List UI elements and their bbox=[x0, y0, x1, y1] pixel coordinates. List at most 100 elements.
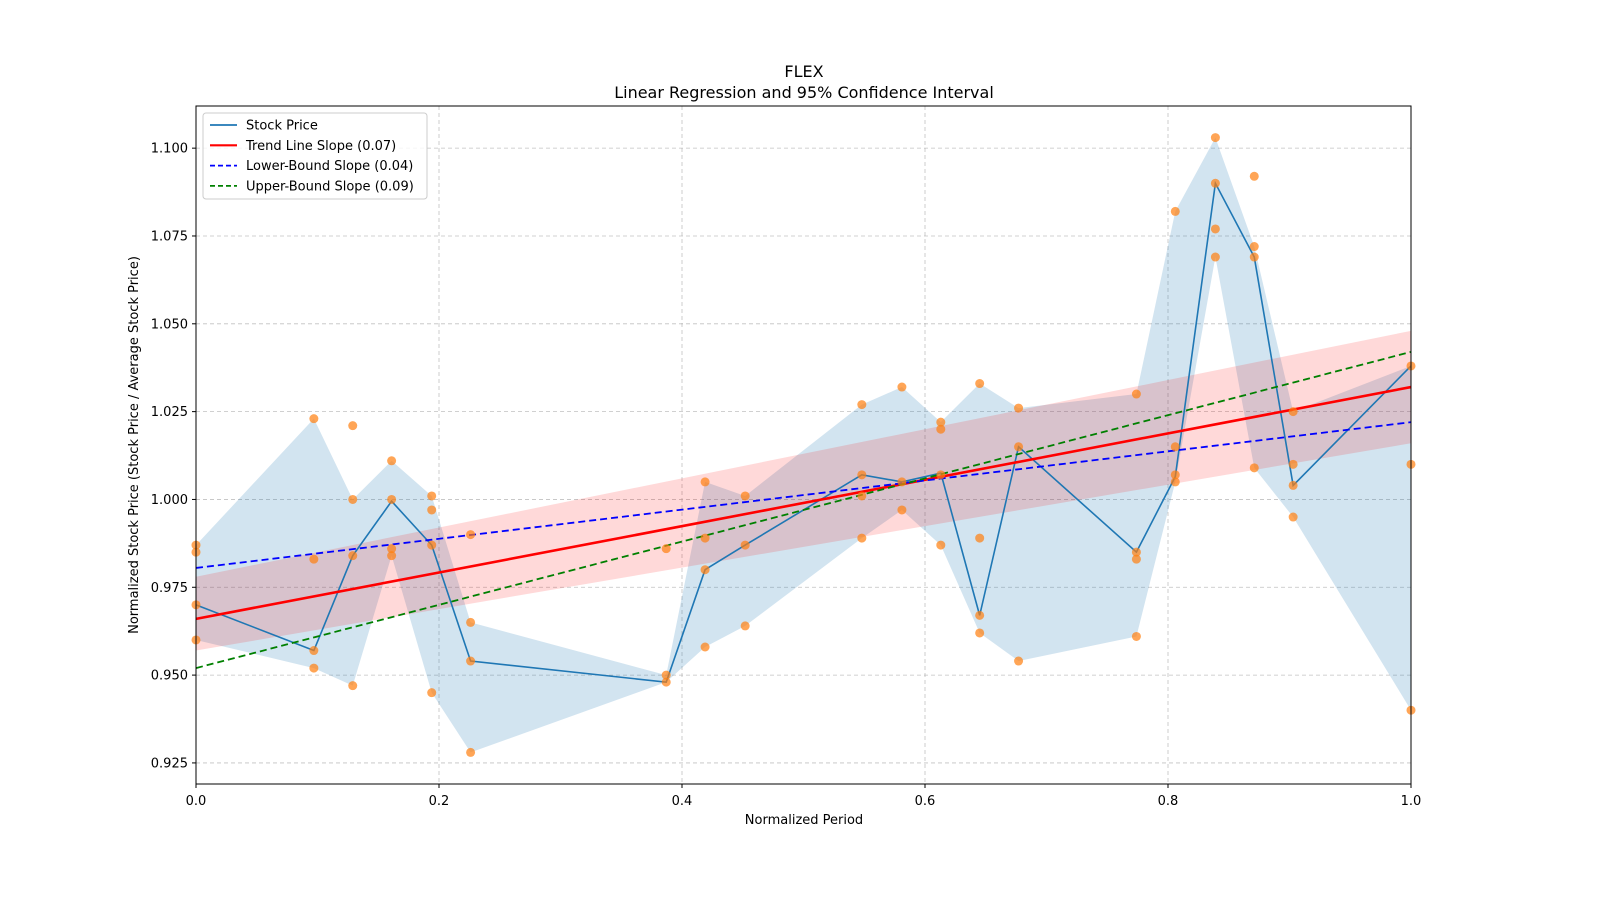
x-axis: 0.0 0.2 0.4 0.6 0.8 1.0 bbox=[186, 784, 1422, 809]
x-axis-label: Normalized Period bbox=[745, 813, 863, 828]
scatter-point bbox=[309, 554, 319, 564]
y-tick-label: 1.000 bbox=[151, 493, 188, 508]
scatter-point bbox=[1014, 656, 1024, 666]
y-tick-label: 0.950 bbox=[151, 669, 188, 684]
x-tick-label: 0.8 bbox=[1158, 794, 1179, 809]
legend-box bbox=[202, 112, 428, 200]
legend: Stock Price Trend Line Slope (0.07) Lower-… bbox=[202, 112, 428, 200]
scatter-point bbox=[1170, 206, 1180, 216]
scatter-point bbox=[897, 382, 907, 392]
scatter-point bbox=[936, 424, 946, 434]
scatter-point bbox=[427, 491, 437, 501]
scatter-point bbox=[466, 617, 476, 627]
scatter-point bbox=[857, 400, 867, 410]
chart-subtitle: Linear Regression and 95% Confidence Int… bbox=[614, 83, 994, 102]
trend-line bbox=[195, 385, 1412, 621]
scatter-points bbox=[191, 133, 1416, 757]
scatter-point bbox=[1014, 403, 1024, 413]
scatter-point bbox=[661, 670, 671, 680]
scatter-point bbox=[975, 610, 985, 620]
x-tick-label: 0.0 bbox=[186, 794, 207, 809]
scatter-point bbox=[897, 505, 907, 515]
scatter-point bbox=[857, 491, 867, 501]
confidence-bands bbox=[196, 137, 1411, 753]
scatter-point bbox=[975, 379, 985, 389]
scatter-point bbox=[309, 414, 319, 424]
scatter-point bbox=[427, 505, 437, 515]
scatter-point bbox=[857, 470, 867, 480]
scatter-point bbox=[1170, 470, 1180, 480]
scatter-point bbox=[387, 544, 397, 554]
scatter-point bbox=[1131, 389, 1141, 399]
scatter-point bbox=[1288, 512, 1298, 522]
scatter-point bbox=[309, 646, 319, 656]
scatter-point bbox=[1249, 252, 1259, 262]
y-axis-label: Normalized Stock Price (Stock Price / Av… bbox=[127, 256, 142, 634]
scatter-point bbox=[700, 642, 710, 652]
y-tick-label: 1.025 bbox=[151, 405, 188, 420]
scatter-point bbox=[936, 417, 946, 427]
scatter-point bbox=[857, 533, 867, 543]
scatter-point bbox=[661, 677, 671, 687]
chart-title: FLEX bbox=[784, 62, 823, 81]
scatter-point bbox=[1249, 171, 1259, 181]
legend-label: Stock Price bbox=[246, 119, 318, 134]
y-tick-label: 0.925 bbox=[151, 756, 188, 771]
legend-label: Upper-Bound Slope (0.09) bbox=[246, 179, 414, 194]
lower-bound-line bbox=[195, 421, 1412, 569]
scatter-point bbox=[1288, 480, 1298, 490]
y-tick-label: 0.975 bbox=[151, 581, 188, 596]
legend-label: Trend Line Slope (0.07) bbox=[245, 139, 396, 154]
scatter-point bbox=[1210, 252, 1220, 262]
scatter-point bbox=[1288, 459, 1298, 469]
scatter-point bbox=[1170, 477, 1180, 487]
y-tick-label: 1.100 bbox=[151, 142, 188, 157]
scatter-point bbox=[348, 421, 358, 431]
scatter-point bbox=[740, 540, 750, 550]
scatter-point bbox=[1210, 224, 1220, 234]
scatter-point bbox=[975, 533, 985, 543]
plot-frame bbox=[195, 105, 1412, 785]
y-axis: 0.925 0.950 0.975 1.000 1.025 1.050 1.075 1.100 bbox=[151, 142, 196, 771]
scatter-point bbox=[740, 621, 750, 631]
upper-bound-line bbox=[195, 351, 1412, 669]
scatter-point bbox=[387, 456, 397, 466]
x-tick-label: 1.0 bbox=[1401, 794, 1422, 809]
scatter-point bbox=[427, 688, 437, 698]
scatter-point bbox=[387, 494, 397, 504]
scatter-point bbox=[700, 477, 710, 487]
series-lines bbox=[195, 180, 1412, 683]
scatter-point bbox=[427, 540, 437, 550]
scatter-point bbox=[1131, 554, 1141, 564]
legend-label: Lower-Bound Slope (0.04) bbox=[246, 159, 413, 174]
scatter-point bbox=[1249, 463, 1259, 473]
scatter-point bbox=[348, 551, 358, 561]
scatter-point bbox=[740, 491, 750, 501]
scatter-point bbox=[1210, 133, 1220, 143]
trend-confidence-band bbox=[196, 330, 1411, 651]
scatter-point bbox=[1210, 178, 1220, 188]
scatter-point bbox=[897, 477, 907, 487]
stock-price-range-band bbox=[196, 137, 1411, 753]
x-tick-label: 0.4 bbox=[672, 794, 693, 809]
scatter-point bbox=[309, 663, 319, 673]
scatter-point bbox=[348, 681, 358, 691]
scatter-point bbox=[1131, 547, 1141, 557]
scatter-point bbox=[1249, 242, 1259, 252]
y-tick-label: 1.050 bbox=[151, 317, 188, 332]
scatter-point bbox=[700, 565, 710, 575]
scatter-point bbox=[387, 551, 397, 561]
scatter-point bbox=[1014, 442, 1024, 452]
stock-price-line bbox=[195, 180, 1412, 683]
scatter-point bbox=[936, 540, 946, 550]
x-tick-label: 0.6 bbox=[915, 794, 936, 809]
scatter-point bbox=[466, 656, 476, 666]
scatter-point bbox=[466, 747, 476, 757]
scatter-point bbox=[936, 470, 946, 480]
x-tick-label: 0.2 bbox=[429, 794, 450, 809]
scatter-point bbox=[1170, 442, 1180, 452]
scatter-point bbox=[661, 544, 671, 554]
scatter-point bbox=[975, 628, 985, 638]
